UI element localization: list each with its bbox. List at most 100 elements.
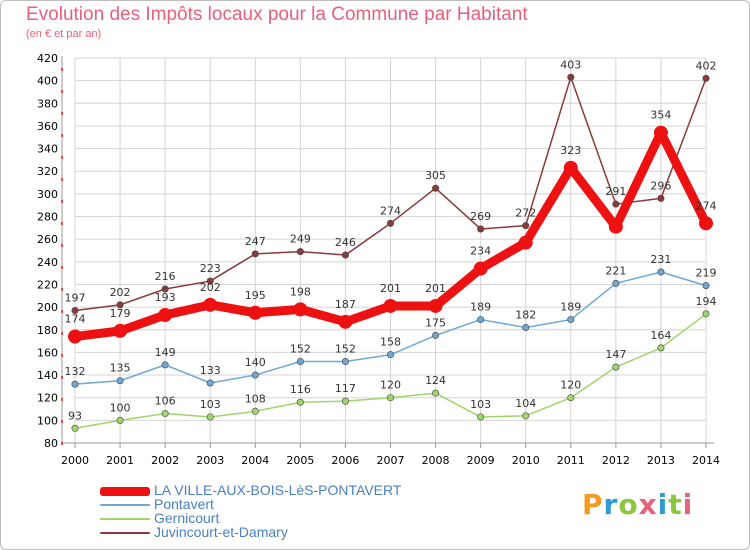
y-tick-label: 380 xyxy=(37,97,58,110)
data-label: 106 xyxy=(155,395,176,408)
data-point xyxy=(567,316,575,324)
legend-swatch xyxy=(100,532,150,534)
x-tick-label: 2005 xyxy=(286,454,314,467)
legend-swatch xyxy=(100,486,150,496)
data-label: 198 xyxy=(290,285,311,298)
data-point xyxy=(161,410,169,418)
data-label: 249 xyxy=(290,233,311,246)
data-label: 103 xyxy=(470,398,491,411)
data-label: 305 xyxy=(425,169,446,182)
data-label: 274 xyxy=(696,199,717,212)
data-point xyxy=(702,310,710,318)
data-point xyxy=(657,268,665,276)
data-point xyxy=(296,357,304,365)
y-tick-label: 360 xyxy=(37,120,58,133)
x-tick-label: 2014 xyxy=(692,454,720,467)
data-point xyxy=(612,363,620,371)
data-label: 120 xyxy=(560,379,581,392)
data-point xyxy=(296,398,304,406)
y-tick-label: 180 xyxy=(37,324,58,337)
x-tick-label: 2001 xyxy=(106,454,134,467)
data-point xyxy=(473,261,488,276)
y-tick-label: 280 xyxy=(37,211,58,224)
data-label: 272 xyxy=(515,207,536,220)
data-label: 189 xyxy=(560,301,581,314)
x-tick-label: 2013 xyxy=(647,454,675,467)
data-labels: 174 179 193 202 195 198 187 201 201 234 323 354 274 1… xyxy=(65,58,717,422)
data-point xyxy=(206,379,214,387)
data-label: 403 xyxy=(560,58,581,71)
data-point xyxy=(161,285,169,293)
data-label: 135 xyxy=(110,362,131,375)
data-label: 147 xyxy=(605,348,626,361)
logo-letter: r xyxy=(603,488,619,521)
data-point xyxy=(477,413,485,421)
data-point xyxy=(341,357,349,365)
series xyxy=(68,73,713,432)
data-point xyxy=(116,301,124,309)
data-label: 158 xyxy=(380,336,401,349)
y-tick-label: 320 xyxy=(37,165,58,178)
legend-item: Pontavert xyxy=(100,496,520,512)
data-point xyxy=(432,331,440,339)
y-tick-label: 400 xyxy=(37,75,58,88)
x-tick-label: 2004 xyxy=(241,454,269,467)
data-label: 189 xyxy=(470,301,491,314)
data-label: 201 xyxy=(380,282,401,295)
data-label: 197 xyxy=(65,292,86,305)
data-point xyxy=(251,250,259,258)
y-tick-label: 80 xyxy=(44,437,58,450)
data-label: 234 xyxy=(470,245,491,258)
data-point xyxy=(113,323,128,338)
y-tick-label: 160 xyxy=(37,346,58,359)
data-point xyxy=(522,412,530,420)
data-label: 149 xyxy=(155,346,176,359)
legend-item: Juvincourt-et-Damary xyxy=(100,524,520,540)
y-tick-label: 340 xyxy=(37,143,58,156)
data-label: 124 xyxy=(425,374,446,387)
data-point xyxy=(386,219,394,227)
x-tick-label: 2003 xyxy=(196,454,224,467)
data-point xyxy=(428,298,443,313)
data-point xyxy=(251,407,259,415)
data-label: 164 xyxy=(650,329,671,342)
data-label: 152 xyxy=(335,342,356,355)
data-point xyxy=(699,216,713,231)
data-label: 296 xyxy=(650,179,671,192)
x-tick-label: 2008 xyxy=(422,454,450,467)
data-point xyxy=(386,394,394,402)
data-label: 116 xyxy=(290,383,311,396)
axes: 80 100 120 140 160 180 200 220 240 260 280 300 320 34… xyxy=(37,52,720,467)
logo-letter: i xyxy=(682,488,694,521)
data-label: 187 xyxy=(335,298,356,311)
logo-letter: t xyxy=(668,488,683,521)
data-point xyxy=(657,344,665,352)
data-point xyxy=(116,377,124,385)
x-tick-label: 2007 xyxy=(377,454,405,467)
data-point xyxy=(386,351,394,359)
data-point xyxy=(206,413,214,421)
data-label: 291 xyxy=(605,185,626,198)
data-label: 202 xyxy=(200,281,221,294)
logo-letter: o xyxy=(618,488,639,521)
data-point xyxy=(71,380,79,388)
data-point xyxy=(383,298,398,313)
logo-letter: P xyxy=(582,488,604,521)
y-tick-label: 220 xyxy=(37,278,58,291)
y-tick-label: 240 xyxy=(37,256,58,269)
data-point xyxy=(702,74,710,82)
legend-label: LA VILLE-AUX-BOIS-LèS-PONTAVERT xyxy=(154,482,402,498)
data-label: 202 xyxy=(110,286,131,299)
data-point xyxy=(653,125,668,140)
data-point xyxy=(567,394,575,402)
legend-label: Juvincourt-et-Damary xyxy=(154,524,288,540)
proxiti-logo: Proxiti xyxy=(582,488,693,521)
data-point xyxy=(522,222,530,230)
x-tick-label: 2009 xyxy=(467,454,495,467)
data-label: 201 xyxy=(425,282,446,295)
data-point xyxy=(477,225,485,233)
chart-title: Evolution des Impôts locaux pour la Comm… xyxy=(26,4,528,25)
data-label: 182 xyxy=(515,309,536,322)
data-label: 93 xyxy=(68,409,82,422)
